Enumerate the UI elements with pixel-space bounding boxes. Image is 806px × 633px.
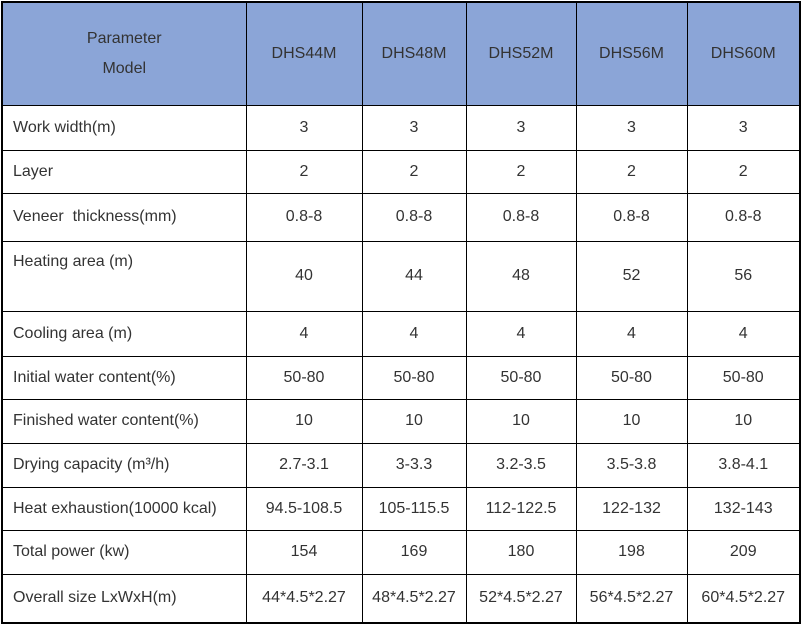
value-cell: 56*4.5*2.27 [575, 573, 688, 624]
value-cell: 10 [361, 398, 467, 444]
value-cell: 50-80 [686, 355, 801, 400]
value-cell: 4 [575, 310, 688, 357]
value-cell: 2 [686, 149, 801, 194]
value-cell: 10 [465, 398, 577, 444]
table-row: Work width(m) 3 3 3 3 3 [1, 104, 801, 151]
value-cell: 50-80 [361, 355, 467, 400]
value-cell: 0.8-8 [575, 192, 688, 242]
header-cell-dhs48m: DHS48M [361, 1, 467, 106]
table-row: Finished water content(%) 10 10 10 10 10 [1, 398, 801, 444]
value-cell: 50-80 [245, 355, 363, 400]
value-cell: 3 [575, 104, 688, 151]
table-row: Initial water content(%) 50-80 50-80 50-… [1, 355, 801, 400]
value-cell: 52*4.5*2.27 [465, 573, 577, 624]
value-cell: 10 [575, 398, 688, 444]
value-cell: 10 [245, 398, 363, 444]
value-cell: 0.8-8 [465, 192, 577, 242]
value-cell: 50-80 [575, 355, 688, 400]
value-cell: 4 [361, 310, 467, 357]
value-cell: 0.8-8 [686, 192, 801, 242]
value-cell: 132-143 [686, 486, 801, 531]
value-cell: 3.2-3.5 [465, 442, 577, 488]
table-row: Overall size LxWxH(m) 44*4.5*2.27 48*4.5… [1, 573, 801, 624]
header-cell-dhs60m: DHS60M [686, 1, 801, 106]
header-cell-parameter-model: Parameter Model [1, 1, 247, 106]
value-cell: 48 [465, 240, 577, 312]
row-label: Finished water content(%) [1, 398, 247, 444]
value-cell: 169 [361, 529, 467, 575]
row-label: Initial water content(%) [1, 355, 247, 400]
row-label: Total power (kw) [1, 529, 247, 575]
value-cell: 60*4.5*2.27 [686, 573, 801, 624]
row-label: Heating area (m) [1, 240, 247, 312]
value-cell: 3 [361, 104, 467, 151]
value-cell: 198 [575, 529, 688, 575]
value-cell: 40 [245, 240, 363, 312]
value-cell: 3 [686, 104, 801, 151]
value-cell: 44 [361, 240, 467, 312]
value-cell: 52 [575, 240, 688, 312]
row-label: Work width(m) [1, 104, 247, 151]
header-row: Parameter Model DHS44M DHS48M DHS52M DHS… [1, 1, 801, 106]
table-row: Heating area (m) 40 44 48 52 56 [1, 240, 801, 312]
value-cell: 94.5-108.5 [245, 486, 363, 531]
table-row: Cooling area (m) 4 4 4 4 4 [1, 310, 801, 357]
spec-table: Parameter Model DHS44M DHS48M DHS52M DHS… [1, 1, 801, 624]
value-cell: 3.5-3.8 [575, 442, 688, 488]
value-cell: 56 [686, 240, 801, 312]
table-row: Veneer thickness(mm) 0.8-8 0.8-8 0.8-8 0… [1, 192, 801, 242]
row-label: Overall size LxWxH(m) [1, 573, 247, 624]
value-cell: 180 [465, 529, 577, 575]
table-row: Heat exhaustion(10000 kcal) 94.5-108.5 1… [1, 486, 801, 531]
value-cell: 10 [686, 398, 801, 444]
table-row: Total power (kw) 154 169 180 198 209 [1, 529, 801, 575]
header-cell-dhs56m: DHS56M [575, 1, 688, 106]
value-cell: 105-115.5 [361, 486, 467, 531]
table-row: Drying capacity (m³/h) 2.7-3.1 3-3.3 3.2… [1, 442, 801, 488]
value-cell: 2 [575, 149, 688, 194]
value-cell: 2 [465, 149, 577, 194]
value-cell: 2 [245, 149, 363, 194]
value-cell: 4 [465, 310, 577, 357]
header-model-label: Model [102, 59, 147, 77]
row-label: Cooling area (m) [1, 310, 247, 357]
value-cell: 3 [245, 104, 363, 151]
value-cell: 48*4.5*2.27 [361, 573, 467, 624]
value-cell: 122-132 [575, 486, 688, 531]
row-label: Veneer thickness(mm) [1, 192, 247, 242]
value-cell: 3 [465, 104, 577, 151]
header-cell-dhs44m: DHS44M [245, 1, 363, 106]
value-cell: 2.7-3.1 [245, 442, 363, 488]
value-cell: 3.8-4.1 [686, 442, 801, 488]
value-cell: 3-3.3 [361, 442, 467, 488]
value-cell: 4 [686, 310, 801, 357]
row-label: Heat exhaustion(10000 kcal) [1, 486, 247, 531]
row-label: Layer [1, 149, 247, 194]
row-label: Drying capacity (m³/h) [1, 442, 247, 488]
value-cell: 112-122.5 [465, 486, 577, 531]
header-parameter-label: Parameter [86, 29, 162, 47]
value-cell: 0.8-8 [361, 192, 467, 242]
table-row: Layer 2 2 2 2 2 [1, 149, 801, 194]
header-cell-dhs52m: DHS52M [465, 1, 577, 106]
value-cell: 44*4.5*2.27 [245, 573, 363, 624]
value-cell: 0.8-8 [245, 192, 363, 242]
value-cell: 4 [245, 310, 363, 357]
value-cell: 2 [361, 149, 467, 194]
value-cell: 50-80 [465, 355, 577, 400]
value-cell: 154 [245, 529, 363, 575]
value-cell: 209 [686, 529, 801, 575]
